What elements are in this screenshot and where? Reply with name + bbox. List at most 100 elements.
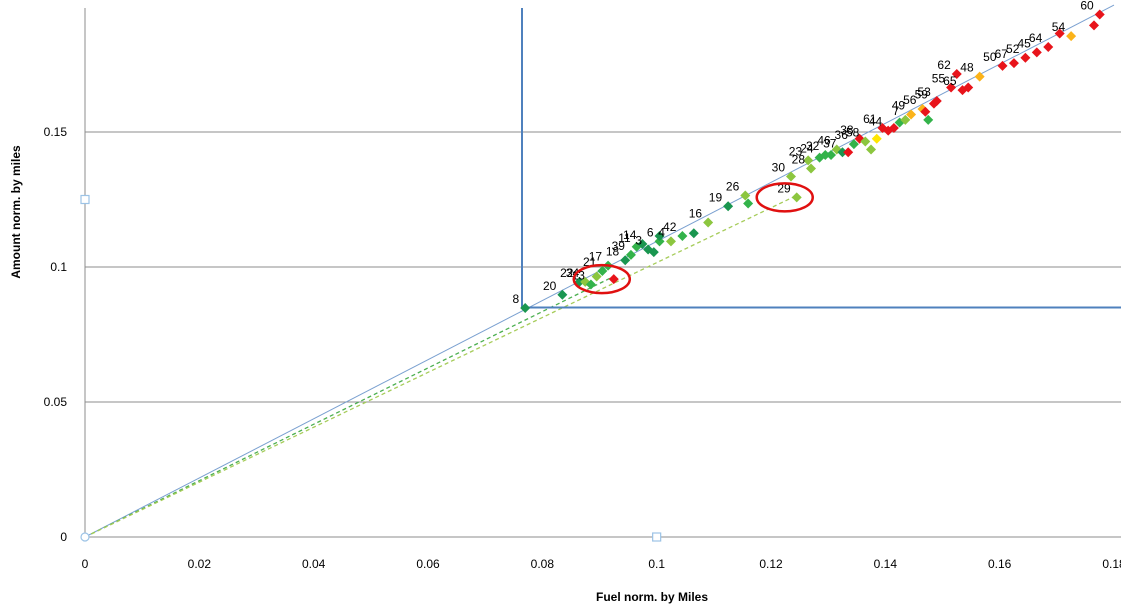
trend-line-2 — [84, 277, 612, 538]
point-label: 8 — [512, 292, 519, 306]
point-label: 7 — [893, 104, 900, 118]
point-label: 34 — [566, 266, 580, 280]
x-axis-title: Fuel norm. by Miles — [596, 590, 708, 604]
data-point-53 — [931, 95, 942, 106]
point-label: 60 — [1080, 0, 1094, 13]
data-point — [654, 230, 665, 241]
selection-handles — [80, 194, 662, 542]
point-label: 62 — [937, 58, 951, 72]
data-point — [648, 247, 659, 258]
point-label: 39 — [612, 239, 626, 253]
point-label: 30 — [772, 161, 786, 175]
point-label: 17 — [589, 250, 603, 264]
data-point-44 — [883, 125, 894, 136]
trendline-handle-2[interactable] — [652, 532, 662, 542]
point-label: 45 — [1017, 36, 1031, 50]
point-label: 36 — [835, 128, 849, 142]
data-point — [866, 144, 877, 155]
data-point-20 — [557, 289, 568, 300]
point-label: 28 — [792, 152, 806, 166]
trendline-handle-1[interactable] — [80, 194, 90, 205]
point-label: 26 — [726, 179, 740, 193]
point-label: 22 — [560, 266, 574, 280]
point-label: 59 — [915, 88, 929, 102]
data-point-8 — [520, 303, 531, 314]
data-point — [920, 106, 931, 117]
trendline-handle-3[interactable] — [80, 532, 90, 542]
x-tick-label: 0.06 — [416, 557, 440, 571]
data-point-55 — [946, 82, 957, 93]
data-point-30 — [786, 171, 797, 182]
y-tick-label: 0.15 — [44, 125, 68, 139]
x-tick-label: 0.16 — [988, 557, 1012, 571]
highlight-circle-2 — [755, 182, 814, 213]
x-tick-label: 0.08 — [531, 557, 555, 571]
point-label: 55 — [932, 71, 946, 85]
data-point-39 — [625, 249, 636, 260]
point-label: 6 — [647, 225, 654, 239]
x-tick-label: 0.12 — [759, 557, 783, 571]
point-label: 48 — [960, 61, 974, 75]
data-point-32 — [820, 149, 831, 160]
y-tick-label: 0.05 — [44, 395, 68, 409]
data-point-6 — [654, 236, 665, 247]
point-label: 38 — [840, 123, 854, 137]
point-label: 18 — [606, 244, 620, 258]
data-point — [743, 198, 754, 209]
x-tick-label: 0.04 — [302, 557, 326, 571]
point-label: 49 — [892, 98, 906, 112]
data-point-54 — [1066, 31, 1077, 42]
data-point-4 — [665, 236, 676, 247]
data-point-67 — [1008, 58, 1019, 69]
data-point — [688, 228, 699, 239]
point-label: 4 — [658, 225, 665, 239]
data-point-18 — [620, 255, 631, 266]
tick-labels: 00.020.040.060.080.10.120.140.160.1800.0… — [44, 125, 1121, 571]
point-label: 16 — [689, 206, 703, 220]
point-label: 44 — [869, 115, 883, 129]
x-tick-label: 0.1 — [648, 557, 665, 571]
point-label: 11 — [618, 231, 631, 245]
data-point-14 — [637, 239, 648, 250]
data-point-29 — [791, 192, 802, 203]
point-label: 29 — [777, 181, 791, 195]
point-label: 3 — [635, 233, 642, 247]
x-tick-label: 0.02 — [188, 557, 212, 571]
y-tick-label: 0.1 — [50, 260, 67, 274]
data-point — [826, 149, 837, 160]
data-point-16 — [703, 217, 714, 228]
point-label: 65 — [943, 74, 957, 88]
data-point-49 — [906, 109, 917, 120]
quadrant-dividers — [521, 8, 1121, 309]
data-point — [608, 274, 619, 285]
data-point-21 — [597, 266, 608, 277]
data-point-37 — [837, 147, 848, 158]
data-point-58 — [860, 136, 871, 147]
point-label: 58 — [846, 125, 860, 139]
data-point-60 — [1094, 9, 1105, 20]
y-axis-title: Amount norm. by miles — [9, 145, 23, 279]
data-point — [923, 114, 934, 125]
x-tick-label: 0.14 — [874, 557, 898, 571]
highlight-circle-1 — [572, 263, 632, 295]
data-point-19 — [723, 201, 734, 212]
data-point — [1054, 28, 1065, 39]
x-tick-label: 0.18 — [1102, 557, 1121, 571]
x-tick-label: 0 — [82, 557, 89, 571]
data-point-7 — [900, 114, 911, 125]
data-point — [871, 133, 882, 144]
point-label: 61 — [863, 112, 877, 126]
data-point-28 — [806, 163, 817, 174]
axes — [84, 8, 1121, 538]
data-point-64 — [1043, 41, 1054, 52]
point-label: 32 — [806, 139, 820, 153]
point-label: 67 — [995, 47, 1009, 61]
point-label: 14 — [623, 228, 637, 242]
point-label: 52 — [1006, 42, 1020, 56]
data-point — [963, 82, 974, 93]
data-point-42 — [677, 230, 688, 241]
point-label: 64 — [1029, 31, 1043, 45]
data-point-36 — [848, 139, 859, 150]
